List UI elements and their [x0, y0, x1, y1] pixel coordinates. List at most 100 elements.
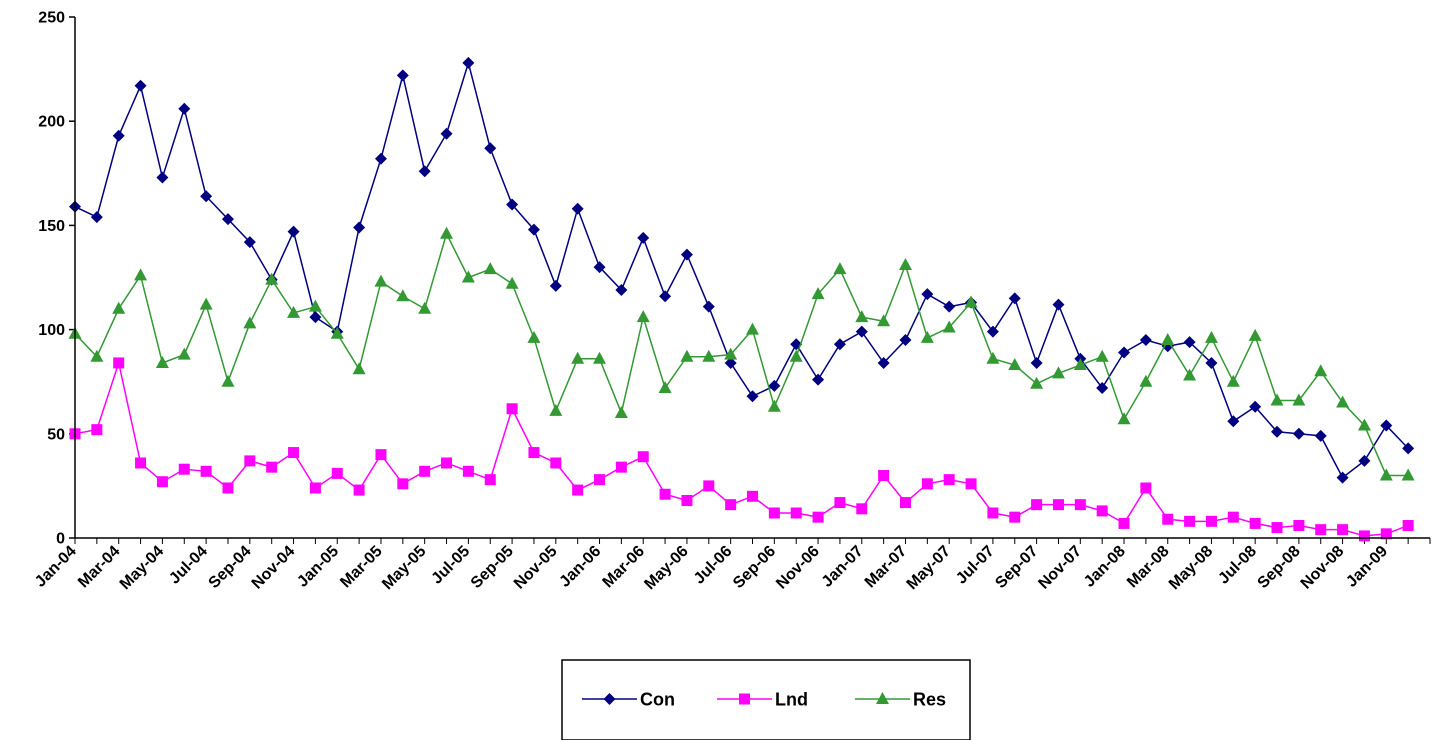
data-point-con — [615, 284, 628, 297]
data-point-lnd — [135, 457, 147, 469]
data-point-res — [505, 276, 519, 289]
data-point-res — [1095, 349, 1109, 362]
data-point-res — [942, 320, 956, 333]
y-tick-label: 100 — [38, 322, 65, 339]
x-tick-label: Jan-08 — [1081, 543, 1129, 591]
data-point-res — [964, 295, 978, 308]
data-point-lnd — [1162, 513, 1174, 525]
x-tick-label: Mar-08 — [1124, 543, 1173, 592]
series-line-res — [74, 231, 1409, 477]
data-point-con — [1314, 429, 1327, 442]
data-point-con — [1402, 442, 1415, 455]
data-point-res — [308, 299, 322, 312]
data-point-lnd — [1009, 511, 1021, 523]
data-point-con — [833, 338, 846, 351]
x-tick-label: Jan-04 — [32, 543, 80, 591]
data-point-res — [614, 405, 628, 418]
data-point-con — [1008, 292, 1021, 305]
data-point-res — [1379, 468, 1393, 481]
data-point-lnd — [615, 461, 627, 473]
x-tick-label: Mar-07 — [862, 543, 911, 592]
data-point-lnd — [768, 507, 780, 519]
data-point-res — [243, 316, 257, 329]
x-tick-label: Jul-05 — [428, 543, 473, 588]
x-tick-label: Jul-08 — [1215, 543, 1260, 588]
legend-label-lnd: Lnd — [775, 690, 808, 710]
data-point-res — [920, 330, 934, 343]
data-point-con — [593, 261, 606, 274]
data-point-con — [1205, 356, 1218, 369]
legend-box — [561, 659, 971, 740]
data-point-lnd — [1337, 524, 1349, 536]
data-point-res — [396, 289, 410, 302]
data-point-con — [921, 288, 934, 301]
data-point-res — [702, 349, 716, 362]
series-line-con — [74, 60, 1409, 479]
data-point-lnd — [1249, 517, 1261, 529]
data-point-con — [680, 248, 693, 261]
data-point-res — [1336, 395, 1350, 408]
data-point-con — [374, 152, 387, 165]
x-tick-label: Sep-05 — [468, 543, 517, 592]
data-point-res — [199, 297, 213, 310]
x-tick-label: Sep-07 — [992, 543, 1041, 592]
data-point-lnd — [528, 447, 540, 459]
data-point-con — [1271, 425, 1284, 438]
x-tick-label: Nov-06 — [773, 543, 823, 593]
data-point-con — [156, 171, 169, 184]
data-point-con — [812, 373, 825, 386]
data-point-con — [396, 69, 409, 82]
data-point-lnd — [878, 469, 890, 481]
data-point-lnd — [725, 499, 737, 511]
x-tick-label: Jul-07 — [953, 543, 998, 588]
data-point-lnd — [1184, 515, 1196, 527]
data-point-lnd — [244, 455, 256, 467]
x-tick-label: Nov-04 — [249, 543, 299, 593]
data-point-res — [527, 330, 541, 343]
data-point-con — [1030, 356, 1043, 369]
data-point-lnd — [856, 503, 868, 515]
data-point-con — [527, 223, 540, 236]
data-point-con — [221, 213, 234, 226]
data-point-lnd — [353, 484, 365, 496]
data-point-lnd — [200, 465, 212, 477]
y-tick-label: 0 — [56, 531, 65, 548]
data-point-res — [1051, 366, 1065, 379]
data-point-res — [418, 301, 432, 314]
data-point-res — [571, 351, 585, 364]
legend-item-con: Con — [582, 690, 675, 710]
data-point-res — [877, 314, 891, 327]
data-point-lnd — [1118, 517, 1130, 529]
x-tick-label: Jul-06 — [691, 543, 736, 588]
data-point-con — [1292, 427, 1305, 440]
x-tick-label: Mar-04 — [75, 543, 124, 592]
data-point-res — [636, 310, 650, 323]
data-point-lnd — [397, 478, 409, 490]
data-point-res — [1204, 330, 1218, 343]
x-axis-ticks: Jan-04Mar-04May-04Jul-04Sep-04Nov-04Jan-… — [32, 538, 1431, 593]
y-tick-label: 150 — [38, 218, 65, 235]
data-point-con — [112, 129, 125, 142]
data-point-con — [243, 236, 256, 249]
data-point-con — [90, 211, 103, 224]
data-point-con — [899, 334, 912, 347]
data-point-res — [1117, 412, 1131, 425]
data-point-lnd — [331, 467, 343, 479]
data-point-lnd — [1227, 511, 1239, 523]
data-point-res — [440, 226, 454, 239]
legend-marker-res — [876, 692, 889, 704]
data-point-lnd — [113, 357, 125, 369]
data-point-lnd — [594, 474, 606, 486]
data-point-lnd — [419, 465, 431, 477]
data-point-lnd — [1074, 499, 1086, 511]
data-point-res — [90, 349, 104, 362]
data-point-con — [484, 142, 497, 155]
x-tick-label: Jan-05 — [294, 543, 342, 591]
data-point-lnd — [484, 474, 496, 486]
x-tick-label: May-08 — [1166, 543, 1216, 593]
data-point-res — [898, 257, 912, 270]
data-point-con — [1096, 381, 1109, 394]
data-point-con — [200, 190, 213, 203]
data-point-lnd — [572, 484, 584, 496]
data-point-res — [549, 403, 563, 416]
